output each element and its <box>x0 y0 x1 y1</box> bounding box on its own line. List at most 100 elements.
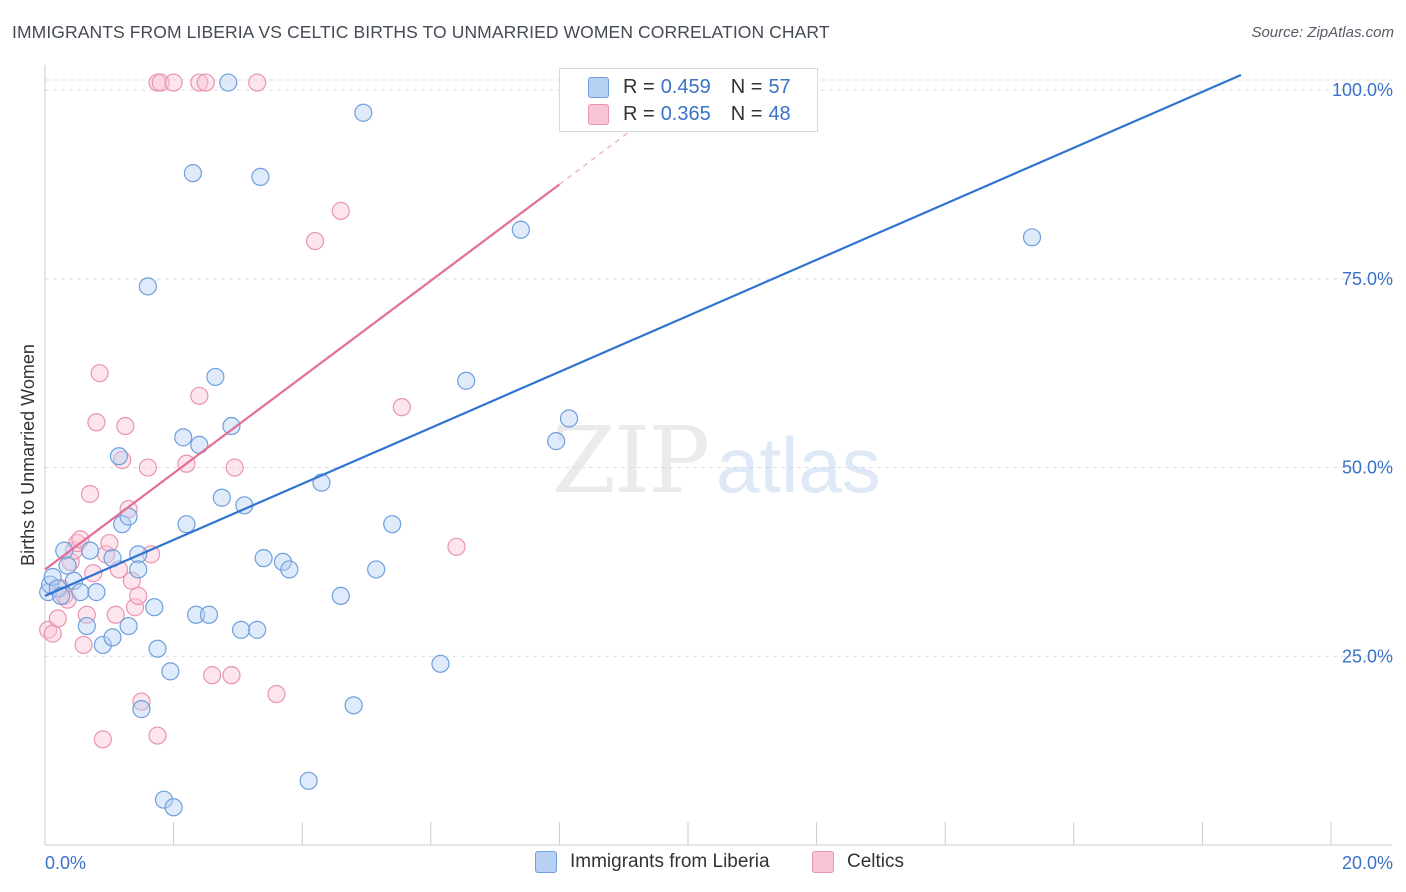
celtics-point <box>122 571 141 590</box>
celtics-point <box>190 73 209 92</box>
legend-n-value: 57 <box>768 75 791 98</box>
liberia-point <box>457 371 476 390</box>
liberia-point <box>58 556 77 575</box>
celtics-point <box>93 730 112 749</box>
liberia-point <box>109 447 129 466</box>
celtics-point <box>305 231 325 251</box>
liberia-point <box>161 662 180 681</box>
celtics-point <box>190 386 209 405</box>
grid-layer <box>45 79 1392 657</box>
y-tick-label: 25.0% <box>1342 646 1393 666</box>
series-legend: Immigrants from Liberia Celtics <box>0 851 1406 879</box>
liberia-point <box>431 654 450 673</box>
celtics-point <box>196 73 215 92</box>
liberia-point <box>299 771 318 790</box>
watermark: ZIP atlas <box>552 407 881 514</box>
liberia-point <box>148 639 167 658</box>
liberia-point <box>273 552 293 572</box>
celtics-point <box>138 458 157 477</box>
liberia-point <box>43 567 62 587</box>
celtics-point <box>248 73 267 92</box>
liberia-point <box>174 428 193 447</box>
liberia-point <box>222 416 241 436</box>
legend-swatch-blue <box>588 76 609 98</box>
liberia-point <box>280 560 299 579</box>
legend-r-label: R = <box>623 102 655 125</box>
liberia-point <box>55 541 74 560</box>
liberia-point <box>312 473 331 492</box>
liberia-point <box>103 628 122 647</box>
liberia-point <box>187 605 206 624</box>
liberia-point <box>251 167 270 187</box>
celtics-point <box>151 73 170 92</box>
celtics-point <box>74 635 93 655</box>
legend-label-liberia: Immigrants from Liberia <box>570 851 770 872</box>
celtics-point <box>222 666 241 685</box>
liberia-point <box>71 583 90 602</box>
legend-r-value: 0.365 <box>660 102 711 125</box>
celtics-point <box>129 586 148 605</box>
celtics-point <box>225 458 244 477</box>
celtics-point <box>392 398 411 417</box>
watermark-zip: ZIP <box>552 407 708 514</box>
celtics-point <box>267 684 286 704</box>
legend-item-liberia[interactable]: Immigrants from Liberia <box>535 851 770 873</box>
legend-r-value: 0.459 <box>660 75 711 98</box>
axis-layer: 25.0% 50.0% 75.0% 100.0% 0.0% 20.0% <box>44 65 1393 873</box>
liberia-point <box>119 616 138 636</box>
liberia-point <box>344 696 363 715</box>
trend-layer <box>44 73 1242 597</box>
liberia-point <box>154 790 174 809</box>
correlation-legend: R = 0.459 N = 57 R = 0.365 N = 48 <box>559 68 818 132</box>
liberia-point <box>80 541 100 560</box>
legend-swatch-pink <box>812 851 834 873</box>
watermark-atlas: atlas <box>716 421 881 509</box>
legend-n-label: N = <box>730 75 763 98</box>
celtics-point <box>100 533 119 553</box>
celtics-point <box>125 598 145 617</box>
liberia-point <box>547 432 566 451</box>
liberia-point <box>559 409 579 428</box>
celtics-point <box>80 484 100 504</box>
liberia-point <box>511 220 530 239</box>
legend-row-celtics: R = 0.365 N = 48 <box>560 101 791 127</box>
y-tick-label: 100.0% <box>1332 80 1393 100</box>
celtics-point <box>148 726 167 745</box>
liberia-point <box>145 598 164 617</box>
liberia-point <box>129 560 148 579</box>
legend-n-value: 48 <box>768 102 791 125</box>
liberia-point <box>254 549 273 568</box>
y-axis-label: Births to Unmarried Women <box>18 344 38 566</box>
liberia-trend-line <box>44 73 1242 597</box>
celtics-point <box>203 666 222 685</box>
liberia-point <box>212 488 231 507</box>
liberia-point <box>219 73 238 92</box>
x-tick-label-min: 0.0% <box>45 853 86 873</box>
celtics-point <box>90 364 109 383</box>
legend-item-celtics[interactable]: Celtics <box>812 851 904 873</box>
series-liberia-points <box>39 73 1042 817</box>
legend-row-liberia: R = 0.459 N = 57 <box>560 74 791 100</box>
liberia-point <box>232 620 251 639</box>
celtics-point <box>48 609 67 628</box>
celtics-point <box>164 73 183 92</box>
legend-swatch-blue <box>535 851 557 873</box>
celtics-point <box>87 413 106 432</box>
legend-label-celtics: Celtics <box>847 851 905 872</box>
celtics-point <box>106 605 125 624</box>
liberia-point <box>383 515 402 534</box>
celtics-point <box>331 201 350 220</box>
liberia-point <box>331 586 350 605</box>
chart-source: Source: ZipAtlas.com <box>1251 24 1394 41</box>
celtics-trend-line <box>44 183 561 571</box>
liberia-point <box>132 700 151 719</box>
liberia-point <box>93 635 112 655</box>
celtics-point <box>447 537 466 556</box>
liberia-point <box>113 515 132 534</box>
y-tick-label: 75.0% <box>1342 269 1393 289</box>
liberia-point <box>183 164 202 183</box>
liberia-point <box>206 367 225 387</box>
y-tick-label: 50.0% <box>1342 458 1393 478</box>
